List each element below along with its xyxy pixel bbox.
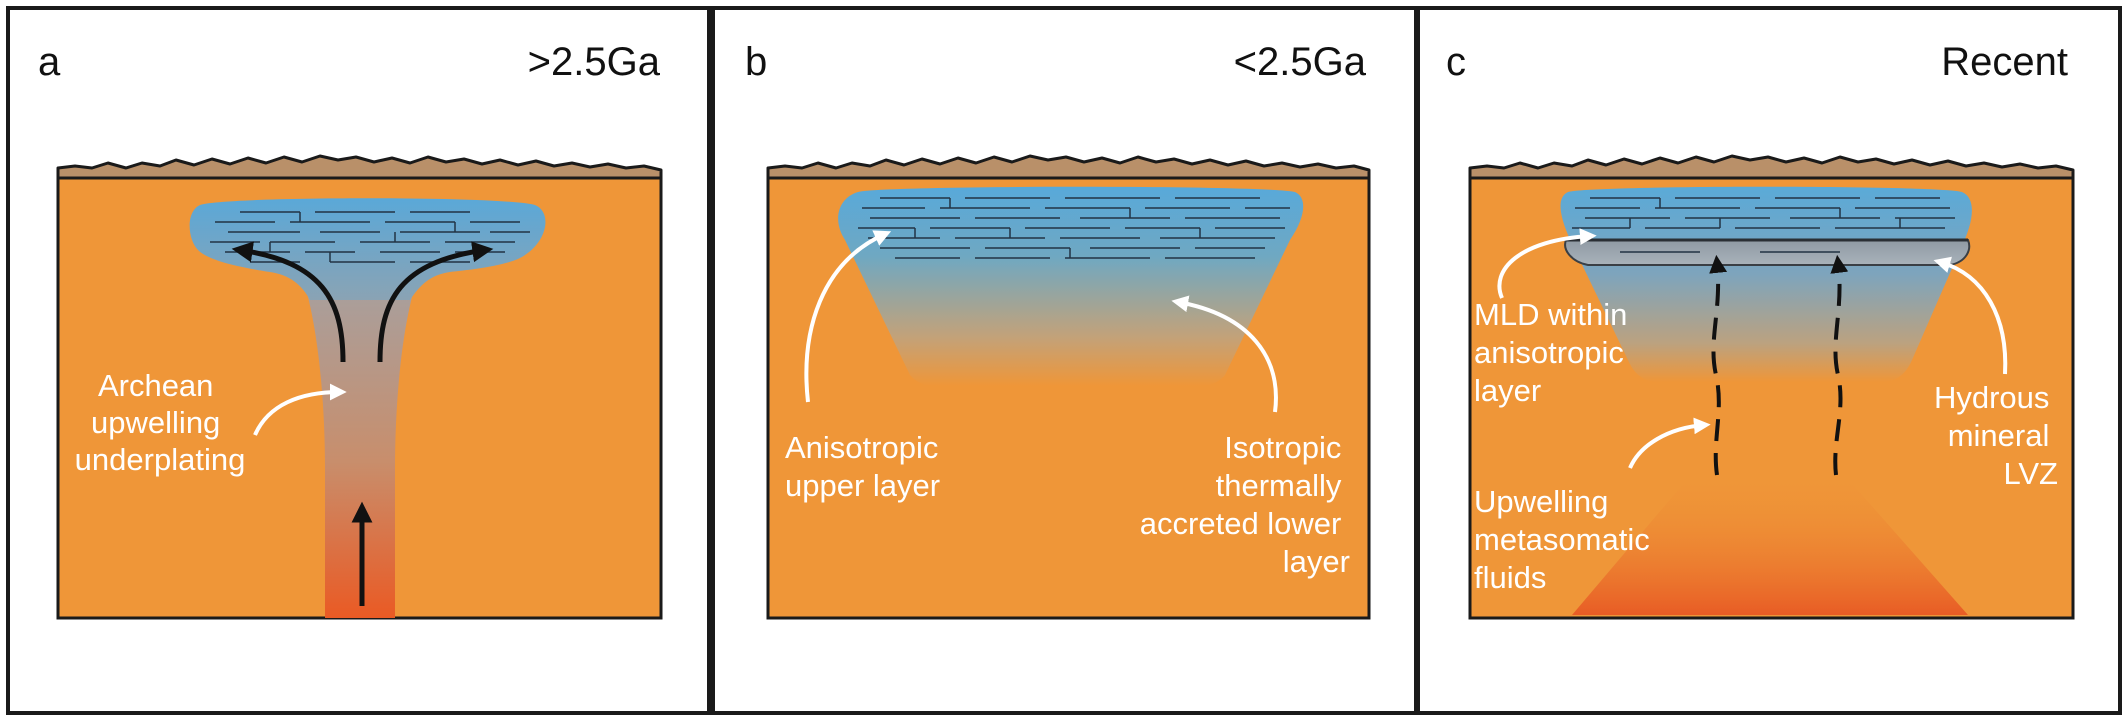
- panel-c-fluid-path-right: [1830, 254, 1849, 476]
- panel-a-lithosphere-blob: [189, 198, 546, 300]
- panel-c-anno-hydrous: Hydrous mineral LVZ: [1934, 380, 2058, 491]
- panel-c-hot-upwelling: [1572, 470, 1968, 615]
- panel-c-era: Recent: [1941, 40, 2068, 84]
- panel-b-anno-isotropic: Isotropic thermally accreted lower layer: [1140, 430, 1350, 579]
- panel-c: c Recent MLD within anisotropic layer Hy…: [1416, 6, 2122, 715]
- panel-a: a >2.5Ga Archean upwelling underplating: [6, 6, 711, 715]
- panel-b-crust: [766, 154, 1371, 180]
- panel-b-pointer-isotropic: [1171, 295, 1278, 413]
- panel-b-lithosphere: [838, 186, 1304, 386]
- panel-c-anno-upwelling: Upwelling metasomatic fluids: [1474, 484, 1658, 595]
- panel-c-pointer-upwelling: [1628, 417, 1711, 469]
- panel-b-era: <2.5Ga: [1234, 40, 1367, 84]
- panel-c-pointer-hydrous: [1933, 256, 2008, 375]
- panel-b-layering: [858, 197, 1290, 259]
- panel-a-arrow-right: [377, 241, 494, 363]
- panel-c-letter: c: [1446, 40, 1466, 84]
- panel-a-pointer-archean: [253, 383, 347, 436]
- panel-c-crust: [1468, 154, 2075, 180]
- panel-b-letter: b: [745, 40, 767, 84]
- panel-a-anno-archean: Archean upwelling underplating: [75, 368, 246, 477]
- panel-c-layering: [1572, 197, 1955, 253]
- panel-c-pointer-mld: [1497, 228, 1597, 299]
- panel-b-anno-anisotropic: Anisotropic upper layer: [785, 430, 947, 503]
- panel-c-anno-mld: MLD within anisotropic layer: [1474, 297, 1636, 408]
- panel-b: b <2.5Ga Anisotropic upper layer Isotrop…: [711, 6, 1418, 715]
- panel-a-letter: a: [38, 40, 61, 84]
- panel-a-crust: [56, 154, 663, 180]
- panel-c-fluid-path-left: [1709, 254, 1728, 476]
- panel-a-upwelling-stem: [300, 270, 420, 618]
- panel-b-pointer-anisotropic: [804, 230, 892, 403]
- panel-c-lithosphere: [1560, 186, 1972, 382]
- panel-a-arrow-left: [231, 241, 346, 363]
- panel-a-era: >2.5Ga: [528, 40, 661, 84]
